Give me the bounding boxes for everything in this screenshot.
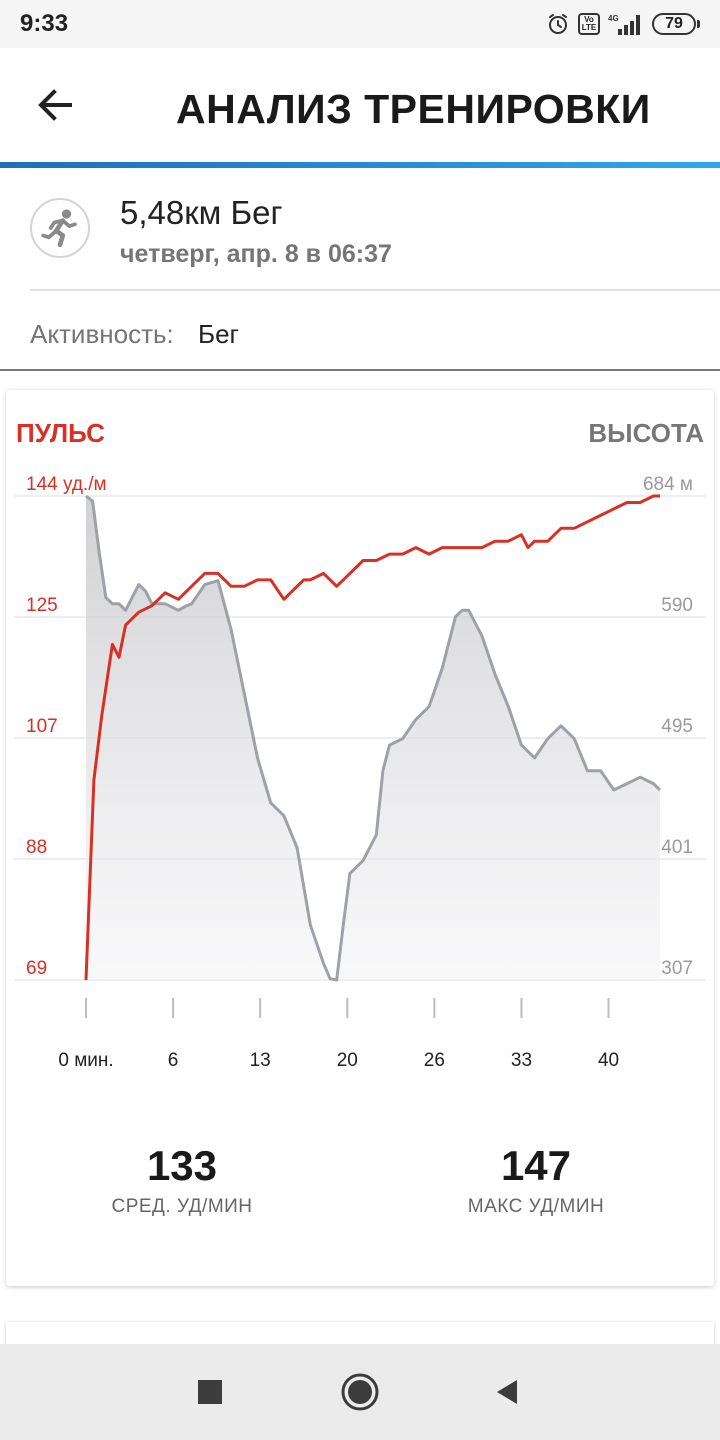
elevation-tick-label: 684 м (643, 474, 693, 495)
network-label: 4G (608, 14, 619, 23)
workout-chart: 144 уд./м 125 107 88 69 684 м 590 495 401 307 0 ми… (14, 474, 706, 1071)
circle-icon (341, 1373, 379, 1411)
signal-icon: 4G (608, 14, 640, 35)
battery-icon: 79 (652, 13, 700, 35)
elevation-area (86, 496, 660, 980)
x-tick-label: 20 (337, 1050, 358, 1071)
heart-rate-title: ПУЛЬС (16, 418, 105, 448)
chart-card: ПУЛЬС ВЫСОТА 144 уд./м 125 107 88 69 684 м 590… (6, 390, 714, 1286)
elevation-tick-label: 495 (661, 716, 693, 737)
hr-tick-label: 69 (26, 958, 47, 979)
hr-tick-label: 88 (26, 837, 47, 858)
elevation-line (85, 494, 662, 982)
status-icons: Vo LTE 4G 79 (546, 10, 700, 38)
x-tick-label: 26 (424, 1050, 445, 1071)
square-icon (198, 1380, 222, 1404)
workout-summary[interactable]: 5,48км Бег четверг, апр. 8 в 06:37 (0, 168, 720, 290)
volte-bottom: LTE (581, 23, 597, 32)
elevation-tick-label: 307 (661, 958, 693, 979)
x-tick-label: 0 мин. (58, 1050, 113, 1071)
max-heart-rate-label: МАКС УД/МИН (467, 1196, 605, 1217)
x-tick-label: 13 (250, 1050, 271, 1071)
avg-heart-rate-label: СРЕД. УД/МИН (111, 1196, 253, 1217)
header-accent-line (0, 162, 720, 168)
elevation-title: ВЫСОТА (588, 418, 704, 448)
divider (0, 369, 720, 371)
activity-label: Активность: (30, 319, 174, 349)
status-bar: 9:33 Vo LTE 4G 79 (0, 0, 720, 48)
avg-heart-rate: 133 СРЕД. УД/МИН (32, 1142, 332, 1218)
page-title: АНАЛИЗ ТРЕНИРОВКИ (176, 86, 651, 132)
x-tick-label: 33 (511, 1050, 532, 1071)
arrow-left-icon[interactable] (32, 82, 78, 128)
workout-title: 5,48км Бег (120, 194, 283, 231)
volte-icon: Vo LTE (578, 13, 600, 35)
activity-row[interactable]: Активность: Бег (0, 291, 720, 371)
alarm-icon (549, 14, 567, 34)
activity-value: Бег (198, 319, 240, 349)
divider (30, 289, 720, 291)
app-header: АНАЛИЗ ТРЕНИРОВКИ (0, 48, 720, 162)
hr-tick-label: 144 уд./м (26, 474, 107, 495)
max-heart-rate-value: 147 (500, 1142, 572, 1189)
system-nav-bar (0, 1344, 720, 1440)
elevation-tick-label: 590 (661, 595, 693, 616)
x-tick-label: 40 (598, 1050, 619, 1071)
hr-tick-label: 107 (26, 716, 58, 737)
x-tick-label: 6 (168, 1050, 179, 1071)
workout-date: четверг, апр. 8 в 06:37 (120, 240, 392, 268)
battery-level: 79 (652, 13, 696, 35)
triangle-back-icon (497, 1380, 517, 1404)
avg-heart-rate-value: 133 (146, 1142, 218, 1189)
running-person-icon (30, 198, 90, 258)
volte-top: Vo (584, 15, 594, 24)
hr-tick-label: 125 (26, 595, 58, 616)
back-nav-button[interactable] (482, 1368, 530, 1416)
status-time: 9:33 (20, 10, 69, 37)
recents-button[interactable] (186, 1368, 234, 1416)
max-heart-rate: 147 МАКС УД/МИН (386, 1142, 686, 1218)
home-button[interactable] (336, 1368, 384, 1416)
heart-rate-line (84, 494, 660, 981)
elevation-tick-label: 401 (661, 837, 693, 858)
